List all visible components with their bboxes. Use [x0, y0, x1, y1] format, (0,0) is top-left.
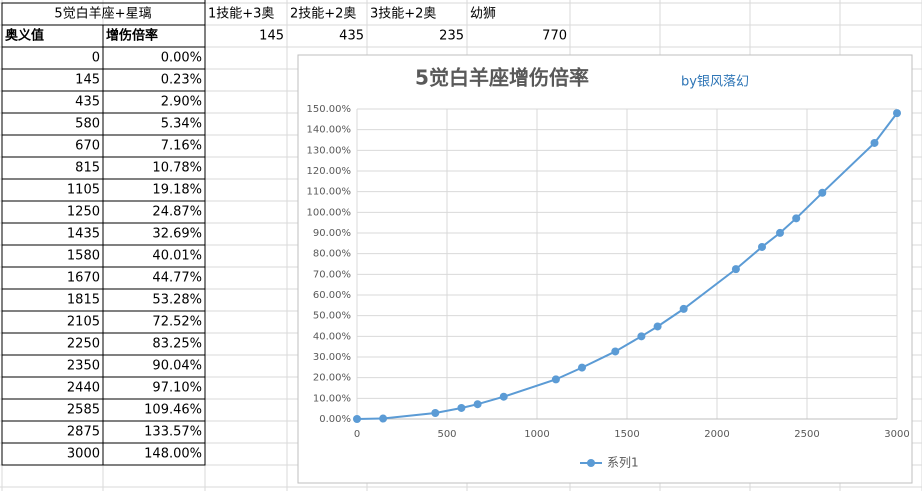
y-tick-label: 80.00% — [313, 249, 351, 260]
y-tick-label: 100.00% — [307, 207, 352, 218]
data-point — [578, 363, 586, 372]
y-tick-label: 30.00% — [313, 352, 351, 363]
cell-number: 1105 — [67, 183, 100, 198]
y-tick-label: 10.00% — [313, 393, 351, 404]
cell-number: 2440 — [67, 381, 100, 396]
cell-percent: 72.52% — [152, 315, 202, 330]
x-tick-label: 500 — [437, 429, 456, 440]
cell-number: 815 — [75, 161, 100, 176]
cell-header: 幼狮 — [470, 7, 496, 22]
data-point — [776, 228, 784, 237]
cell-number: 670 — [75, 139, 100, 154]
data-point — [499, 392, 508, 401]
cell-header: 2技能+2奥 — [290, 7, 356, 22]
cell-number: 1815 — [67, 293, 100, 308]
cell-number: 3000 — [67, 447, 100, 462]
data-point — [457, 403, 466, 412]
cell-number: 435 — [339, 29, 364, 44]
cell-number: 770 — [542, 29, 567, 44]
cell-number: 2250 — [67, 337, 100, 352]
cell-percent: 44.77% — [152, 271, 202, 286]
cell-percent: 7.16% — [161, 139, 202, 154]
cell-number: 2875 — [67, 425, 100, 440]
cell-percent: 5.34% — [161, 117, 202, 132]
cell-number: 2585 — [67, 403, 100, 418]
y-tick-label: 60.00% — [313, 290, 351, 301]
data-point — [353, 415, 361, 423]
cell-number: 435 — [75, 95, 100, 110]
cell-number: 1250 — [67, 205, 100, 220]
cell-percent: 10.78% — [152, 161, 202, 176]
cell-header: 奥义值 — [5, 28, 44, 44]
x-tick-label: 1500 — [614, 429, 639, 440]
x-tick-label: 0 — [354, 429, 360, 440]
data-point — [893, 109, 901, 118]
cell-header: 1技能+3奥 — [208, 7, 274, 22]
data-point — [379, 414, 388, 423]
y-tick-label: 70.00% — [313, 269, 351, 280]
y-tick-label: 40.00% — [313, 331, 351, 342]
chart-area — [297, 54, 913, 484]
chart-subtitle: by银风落幻 — [681, 75, 749, 90]
y-tick-label: 0.00% — [319, 414, 351, 425]
y-tick-label: 150.00% — [307, 104, 352, 115]
x-tick-label: 3000 — [884, 429, 909, 440]
y-tick-label: 110.00% — [307, 187, 352, 198]
data-point — [551, 375, 560, 384]
cell-percent: 19.18% — [152, 183, 202, 198]
data-point — [758, 242, 766, 251]
y-tick-label: 140.00% — [307, 125, 352, 136]
cell-percent: 83.25% — [152, 337, 202, 352]
cell-number: 1435 — [67, 227, 100, 242]
cell-percent: 0.23% — [161, 73, 202, 88]
chart: 5觉白羊座增伤倍率 by银风落幻 0.00% 10.00% 20.00% 30.00%… — [297, 54, 913, 484]
data-point — [653, 322, 662, 331]
cell-number: 0 — [92, 51, 100, 66]
cell-title: 5觉白羊座+星璃 — [54, 6, 151, 22]
cell-number: 2350 — [67, 359, 100, 374]
cell-number: 2105 — [67, 315, 100, 330]
y-tick-label: 50.00% — [313, 311, 351, 322]
y-tick-label: 120.00% — [307, 166, 352, 177]
cell-percent: 24.87% — [152, 205, 202, 220]
y-tick-label: 20.00% — [313, 373, 351, 384]
cell-number: 145 — [75, 73, 100, 88]
cell-number: 235 — [439, 29, 464, 44]
cell-number: 145 — [259, 29, 284, 44]
cell-header: 3技能+2奥 — [370, 7, 436, 22]
legend-marker — [587, 459, 595, 467]
cell-number: 580 — [75, 117, 100, 132]
cell-percent: 133.57% — [144, 425, 202, 440]
data-point — [818, 188, 827, 197]
cell-percent: 90.04% — [152, 359, 202, 374]
cell-percent: 0.00% — [161, 51, 202, 66]
cell-percent: 53.28% — [152, 293, 202, 308]
chart-title: 5觉白羊座增伤倍率 — [415, 66, 589, 90]
cell-percent: 2.90% — [161, 95, 202, 110]
cell-percent: 40.01% — [152, 249, 202, 264]
cell-number: 1580 — [67, 249, 100, 264]
cell-header: 增伤倍率 — [106, 28, 158, 44]
data-point — [473, 400, 482, 409]
legend-label: 系列1 — [607, 456, 639, 470]
data-point — [611, 347, 620, 356]
cell-number: 1670 — [67, 271, 100, 286]
x-tick-label: 2500 — [794, 429, 819, 440]
data-point — [637, 332, 646, 341]
data-point — [431, 409, 440, 418]
data-point — [792, 214, 801, 223]
cell-percent: 109.46% — [144, 403, 202, 418]
y-tick-label: 130.00% — [307, 145, 352, 156]
data-point — [870, 138, 879, 147]
x-tick-label: 1000 — [524, 429, 549, 440]
cell-percent: 148.00% — [144, 447, 202, 462]
cell-percent: 32.69% — [152, 227, 202, 242]
y-tick-label: 90.00% — [313, 228, 351, 239]
x-tick-label: 2000 — [704, 429, 729, 440]
data-point — [679, 304, 688, 313]
data-point — [731, 265, 740, 274]
cell-percent: 97.10% — [152, 381, 202, 396]
